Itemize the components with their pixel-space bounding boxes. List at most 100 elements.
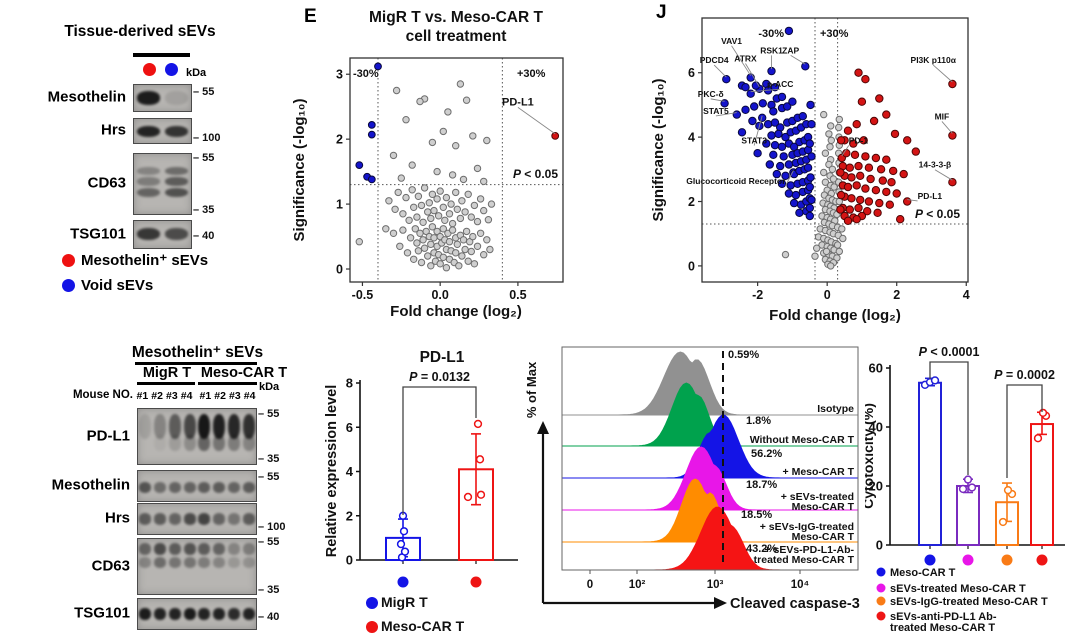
point-upregulated [890, 129, 900, 139]
point-downregulated [763, 120, 773, 129]
data-point [396, 539, 406, 549]
bar [956, 485, 980, 546]
point-upregulated [887, 178, 896, 187]
point-upregulated [875, 94, 884, 103]
label-connector [941, 121, 953, 134]
point-downregulated [777, 179, 787, 189]
category-dot [924, 554, 936, 566]
point-nonsig [442, 193, 451, 202]
point-upregulated [882, 155, 891, 164]
point-nonsig [385, 197, 393, 205]
group-label-meso-car-t: Meso-CAR T [200, 365, 288, 381]
data-point [473, 419, 483, 429]
label-connector [841, 145, 850, 157]
plot-border [701, 17, 969, 283]
point-label: PI3K p110α [911, 55, 957, 65]
point-downregulated [772, 169, 782, 179]
point-nonsig [441, 216, 449, 225]
y-tick-label: 8 [346, 376, 353, 391]
point-nonsig [781, 250, 790, 259]
series-label: Isotype [817, 403, 854, 415]
point-upregulated [948, 131, 957, 140]
point-upregulated [854, 203, 863, 213]
point-nonsig [480, 177, 488, 186]
data-point [475, 455, 485, 464]
point-upregulated [836, 190, 846, 200]
point-nonsig [439, 127, 448, 136]
point-nonsig [389, 229, 398, 238]
y-tick-label: 0 [346, 553, 353, 568]
y-tick-label: 6 [688, 66, 695, 80]
point-upregulated [859, 136, 868, 145]
point-downregulated [806, 173, 815, 182]
point-nonsig [487, 200, 496, 208]
point-label: STAT3 [741, 136, 767, 146]
label-connector [907, 199, 918, 202]
point-upregulated [896, 215, 905, 224]
point-nonsig [448, 171, 457, 179]
data-point [463, 492, 473, 502]
blot-band [242, 556, 255, 568]
blot-band [183, 556, 196, 568]
blot-band [242, 607, 255, 621]
point-downregulated [758, 113, 767, 123]
point-downregulated [367, 130, 376, 139]
point-upregulated [903, 197, 912, 206]
point-nonsig [402, 193, 410, 202]
x-tick-label: 2 [893, 288, 900, 302]
blot-band [183, 434, 196, 452]
label-connector [934, 169, 953, 181]
blot-band [136, 91, 160, 105]
series-label: + sEVs-treated [781, 491, 854, 503]
label-connector [790, 55, 806, 65]
label-connector [753, 115, 763, 146]
point-downregulated [807, 195, 816, 205]
histogram-curve [562, 446, 858, 511]
point-downregulated [786, 181, 795, 190]
point-nonsig [402, 116, 410, 124]
point-downregulated [807, 152, 816, 161]
point-nonsig [833, 254, 841, 262]
point-label: MIF [935, 111, 950, 121]
point-downregulated [805, 139, 815, 148]
data-point [476, 490, 486, 499]
point-nonsig [458, 252, 466, 260]
point-nonsig [461, 245, 469, 254]
blot-band [139, 414, 152, 439]
point-nonsig [480, 206, 488, 215]
y-axis-label: Relative expression level [324, 385, 340, 558]
point-downregulated [750, 102, 759, 111]
significance-bracket [929, 361, 969, 475]
point-nonsig [430, 206, 438, 215]
point-nonsig [413, 239, 421, 247]
legend-dot-red [62, 254, 75, 267]
point-nonsig [436, 187, 444, 195]
point-nonsig [428, 223, 437, 231]
point-upregulated [878, 176, 888, 185]
point-downregulated [748, 116, 757, 126]
point-downregulated [758, 99, 768, 108]
plot-border [349, 57, 564, 283]
point-upregulated [882, 187, 891, 197]
point-downregulated [770, 118, 780, 127]
data-point [1033, 434, 1043, 443]
blot-band [168, 414, 181, 439]
point-downregulated [774, 129, 783, 139]
point-upregulated [857, 97, 867, 106]
point-downregulated [781, 132, 790, 142]
legend-dot [876, 611, 886, 621]
point-upregulated [856, 171, 865, 181]
plus30-annotation: +30% [820, 28, 849, 40]
x-tick-label: 0.5 [509, 288, 526, 302]
point-upregulated [864, 163, 874, 172]
point-nonsig [453, 205, 462, 214]
legend-void-sevs: Void sEVs [62, 277, 153, 294]
point-label: PD-1 [849, 136, 869, 146]
point-nonsig [391, 205, 399, 214]
series-label: + sEVs-IgG-treated [760, 521, 854, 533]
blot-band [213, 434, 226, 452]
point-nonsig [826, 143, 834, 151]
point-nonsig [469, 232, 477, 241]
point-downregulated [355, 161, 364, 170]
legend-mesothelin-sevs: Mesothelin⁺ sEVs [62, 251, 208, 269]
